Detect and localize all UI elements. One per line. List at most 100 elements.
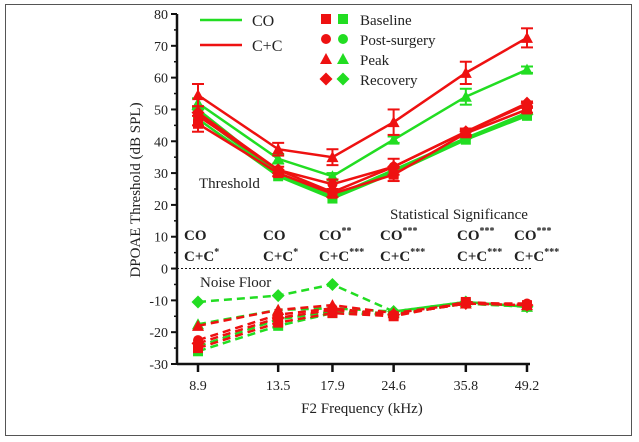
series-line <box>197 108 528 196</box>
significance-title: Statistical Significance <box>390 207 528 223</box>
x-tick-label: 35.8 <box>454 379 479 394</box>
legend-marker-square <box>338 14 348 24</box>
legend-label: Peak <box>360 53 390 69</box>
data-point-diamond <box>459 297 473 311</box>
series-co-baseline-noise-floor <box>193 298 532 357</box>
series-line <box>197 68 528 178</box>
y-tick-label: 70 <box>154 40 168 55</box>
legend: CO C+C Baseline Post-surgery Peak Recovery <box>200 13 436 89</box>
data-point-diamond <box>520 96 534 110</box>
data-point-diamond <box>387 308 401 322</box>
legend-label: Baseline <box>360 13 412 29</box>
series-line <box>197 302 528 348</box>
co-stars: *** <box>480 226 495 237</box>
y-tick-label: 80 <box>154 8 168 23</box>
data-point-triangle <box>521 63 533 75</box>
y-tick-label: -30 <box>149 358 168 373</box>
x-axis-label: F2 Frequency (kHz) <box>301 401 423 417</box>
data-point-triangle <box>192 319 204 331</box>
legend-marker-square <box>321 14 331 24</box>
legend-label: C+C <box>252 38 282 55</box>
data-point-diamond <box>387 160 401 174</box>
data-point-triangle <box>459 66 472 78</box>
y-tick-label: 10 <box>154 231 168 246</box>
cc-significance: C+C*** <box>319 247 364 265</box>
noise-floor-label: Noise Floor <box>200 275 271 291</box>
cc-significance: C+C* <box>184 247 219 265</box>
legend-marker-circle <box>321 34 331 44</box>
data-point-diamond <box>520 298 534 312</box>
cc-stars: *** <box>410 247 425 258</box>
co-significance: CO*** <box>380 226 418 244</box>
co-significance: CO*** <box>457 226 495 244</box>
legend-marker-circle <box>338 34 348 44</box>
co-stars: *** <box>403 226 418 237</box>
co-significance: CO <box>263 228 286 244</box>
threshold-label: Threshold <box>199 176 260 192</box>
y-axis-label: DPOAE Threshold (dB SPL) <box>128 102 144 277</box>
legend-label: Recovery <box>360 73 418 89</box>
series-line <box>197 283 528 313</box>
series-line <box>197 36 528 159</box>
cc-stars: *** <box>487 247 502 258</box>
figure-frame <box>5 4 632 436</box>
data-point-triangle <box>326 151 339 163</box>
data-point-triangle <box>387 133 400 145</box>
data-point-triangle <box>272 152 285 164</box>
data-point-triangle <box>459 90 472 102</box>
legend-label: CO <box>252 13 274 30</box>
data-point-diamond <box>325 277 339 291</box>
annotations: Threshold Noise Floor Statistical Signific… <box>184 176 559 291</box>
y-tick-label: 40 <box>154 135 168 150</box>
series-co-post-surgery-noise-floor <box>193 298 532 352</box>
data-point-diamond <box>271 289 285 303</box>
y-tick-label: -20 <box>149 326 168 341</box>
co-significance: CO <box>184 228 207 244</box>
cc-significance: C+C* <box>263 247 298 265</box>
series-c-c-recovery-threshold <box>191 96 534 199</box>
data-point-diamond <box>325 303 339 317</box>
cc-stars: *** <box>349 247 364 258</box>
series-line <box>197 302 528 328</box>
x-tick-label: 17.9 <box>320 379 345 394</box>
legend-marker-triangle <box>320 53 332 64</box>
series-line <box>197 302 528 353</box>
series-line <box>197 101 528 194</box>
x-tick-label: 49.2 <box>515 379 540 394</box>
data-point-diamond <box>459 125 473 139</box>
x-tick-label: 13.5 <box>266 379 291 394</box>
data-point-diamond <box>271 163 285 177</box>
y-tick-label: -10 <box>149 294 168 309</box>
data-point-triangle <box>521 31 533 43</box>
series-line <box>197 103 528 186</box>
series-line <box>197 302 528 345</box>
legend-marker-diamond <box>319 72 333 86</box>
y-tick-label: 0 <box>161 263 168 278</box>
data-point-diamond <box>325 185 339 199</box>
data-point-triangle <box>272 143 285 155</box>
legend-marker-triangle <box>337 53 349 64</box>
co-stars: ** <box>342 226 352 237</box>
co-significance: CO** <box>319 226 352 244</box>
series-line <box>197 300 528 350</box>
legend-marker-diamond <box>336 72 350 86</box>
x-tick-label: 24.6 <box>381 379 406 394</box>
cc-significance: C+C*** <box>457 247 502 265</box>
series-line <box>197 114 528 200</box>
series-layer <box>191 27 534 357</box>
data-point-triangle <box>272 303 285 315</box>
cc-stars: * <box>214 247 219 258</box>
axes: -30 -20 -10 0 10 20 30 40 50 60 70 80 8.9 13.5 17.9 24.… <box>149 8 539 394</box>
data-point-diamond <box>191 336 205 350</box>
data-point-diamond <box>271 311 285 325</box>
cc-significance: C+C*** <box>380 247 425 265</box>
y-tick-label: 50 <box>154 103 168 118</box>
data-point-triangle <box>387 116 400 128</box>
cc-stars: *** <box>544 247 559 258</box>
legend-label: Post-surgery <box>360 33 436 49</box>
data-point-diamond <box>191 106 205 120</box>
co-significance: CO*** <box>514 226 552 244</box>
x-tick-label: 8.9 <box>189 379 207 394</box>
series-c-c-recovery-noise-floor <box>191 297 534 350</box>
